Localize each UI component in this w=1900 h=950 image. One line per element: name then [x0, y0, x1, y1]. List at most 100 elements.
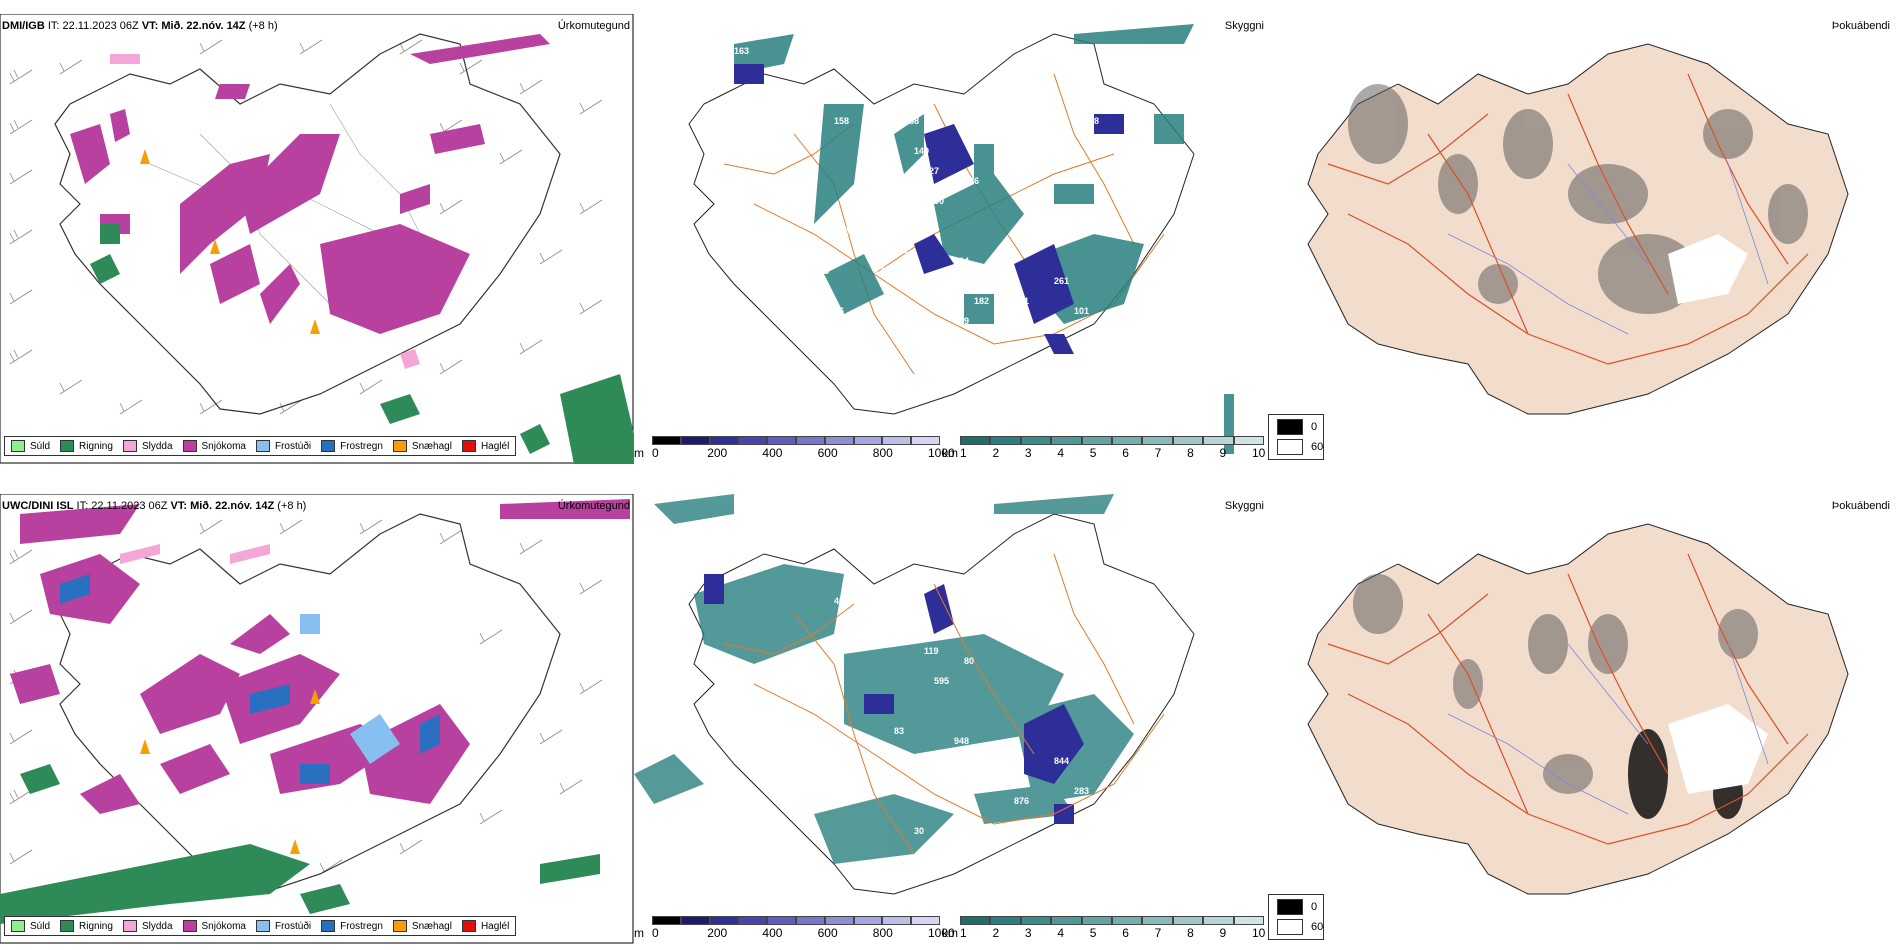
legend-item: Snjókoma [182, 440, 246, 452]
scale-tick: 10 [1252, 446, 1266, 460]
scale-segment [652, 436, 681, 445]
legend-item: Slydda [122, 440, 173, 452]
cloud-cover-legend-top: 0 60 [1268, 414, 1324, 460]
visibility-value-label: 58 [994, 266, 1004, 276]
cloud-legend-value: 0 [1311, 901, 1318, 913]
visibility-value-label: 229 [954, 316, 969, 326]
legend-swatch [461, 920, 476, 932]
scale-unit: km [942, 926, 958, 940]
cloud-legend-row: 60 [1277, 919, 1323, 935]
panel-title: Þokuábendi [1831, 20, 1890, 32]
visibility-value-label: 26 [1044, 356, 1054, 366]
scale-tick: 6 [1122, 926, 1129, 940]
visibility-value-label: 194 [1014, 616, 1029, 626]
scale-unit: m [634, 446, 644, 460]
legend-swatch [255, 440, 270, 452]
visibility-km-scale-bottom: km 1 2 3 4 5 6 7 8 9 10 [942, 916, 1265, 946]
visibility-value-label: 212 [934, 366, 949, 376]
panel-header: DMI/IGB IT: 22.11.2023 06Z VT: Mið. 22.n… [2, 20, 278, 32]
scale-segment [767, 916, 796, 925]
scale-tick: 5 [1089, 446, 1097, 460]
visibility-value-label: 208 [724, 236, 739, 246]
scale-tick: 400 [762, 446, 783, 460]
scale-segment [1081, 916, 1112, 925]
legend-item: Haglél [461, 920, 510, 932]
scale-segment [824, 916, 854, 925]
scale-tick: 600 [817, 926, 838, 940]
legend-label: Haglél [480, 920, 510, 932]
visibility-value-label: 40 [834, 596, 844, 606]
iceland-landmass [1307, 523, 1849, 895]
visibility-value-label: 178 [1014, 316, 1029, 326]
precip-map-bottom [0, 494, 634, 944]
legend-swatch [60, 440, 75, 452]
iceland-outline [54, 33, 561, 415]
visibility-value-label: 256 [904, 596, 919, 606]
cloud-legend-value: 0 [1311, 421, 1318, 433]
visibility-m-scale-bottom: m 0 200 400 600 800 1000 [634, 916, 955, 946]
legend-swatch [461, 440, 476, 452]
visibility-value-label: 34 [1114, 336, 1124, 346]
legend-swatch [392, 440, 407, 452]
scale-segment [911, 436, 940, 445]
visibility-value-label: 948 [954, 736, 969, 746]
cloud-legend-value: 60 [1311, 441, 1324, 453]
legend-item: Súld [11, 440, 50, 452]
legend-item: Rigning [60, 920, 113, 932]
legend-label: Rigning [79, 440, 113, 452]
visibility-value-label: 171 [1014, 296, 1029, 306]
scale-tick: 1000 [928, 926, 955, 940]
legend-swatch [122, 440, 137, 452]
cloud-legend-row: 0 [1277, 419, 1317, 435]
scale-tick: 200 [707, 446, 728, 460]
scale-segment [960, 436, 991, 445]
visibility-value-label: 188 [904, 116, 919, 126]
visibility-value-label: 182 [974, 296, 989, 306]
legend-label: Súld [30, 440, 51, 452]
roads [1327, 553, 1809, 845]
legend-swatch [182, 920, 197, 932]
visibility-value-label: 61 [834, 706, 844, 716]
visibility-value-label: 42 [954, 796, 964, 806]
scale-tick: 600 [817, 446, 838, 460]
scale-segment [738, 916, 768, 925]
scale-tick: 200 [707, 926, 728, 940]
visibility-value-label: 119 [924, 646, 939, 656]
rain-areas [90, 224, 634, 464]
scale-segment [680, 436, 710, 445]
scale-segment [767, 436, 796, 445]
scale-segment [1020, 916, 1052, 925]
scale-segment [680, 916, 710, 925]
scale-segment [1112, 916, 1143, 925]
visibility-value-label: 126 [794, 206, 809, 216]
scale-segment [1051, 916, 1082, 925]
visibility-value-label: 605 [814, 266, 829, 276]
legend-swatch [321, 440, 336, 452]
legend-label: Frostúði [274, 920, 312, 932]
precip-panel-bottom: UWC/DINI ISL IT: 22.11.2023 06Z VT: Mið.… [0, 494, 634, 944]
roads [1327, 73, 1809, 365]
scale-tick: 5 [1089, 926, 1097, 940]
precip-panel-top: DMI/IGB IT: 22.11.2023 06Z VT: Mið. 22.n… [0, 14, 634, 464]
visibility-value-label: 408 [914, 346, 929, 356]
legend-item: Frostúði [255, 920, 312, 932]
visibility-value-label: 90 [1084, 596, 1094, 606]
visibility-value-label: 140 [914, 146, 929, 156]
fog-panel-bottom: Þokuábendi [1268, 494, 1900, 944]
cloud-legend-row: 60 [1277, 439, 1323, 455]
legend-label: Súld [30, 920, 51, 932]
scale-segment [882, 916, 912, 925]
scale-segment [853, 916, 883, 925]
roads [723, 553, 1165, 855]
visibility-value-label: 90 [934, 196, 944, 206]
visibility-panel-bottom: 40 256 301 119 595 80 194 90 61 83 25 746 948 945 883 8… [634, 494, 1268, 944]
scale-tick: 800 [872, 926, 893, 940]
scale-segment [738, 436, 768, 445]
snow-areas [10, 499, 630, 814]
legend-swatch [321, 920, 336, 932]
legend-item: Súld [11, 920, 50, 932]
scale-tick: 2 [992, 446, 1000, 460]
rivers [1447, 643, 1769, 815]
scale-segment [1020, 436, 1052, 445]
